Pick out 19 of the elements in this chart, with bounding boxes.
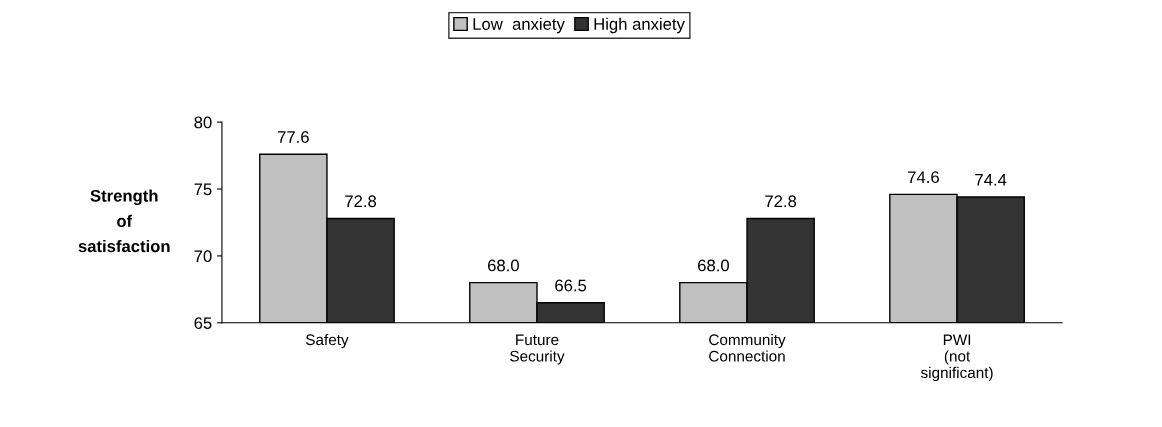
y-axis-title: Strength of satisfaction: [78, 189, 170, 253]
data-label: 77.6: [277, 131, 309, 143]
y-tick-label: 70: [194, 250, 212, 263]
data-label: 68.0: [698, 259, 729, 272]
legend-label: Low anxiety: [473, 17, 565, 34]
y-tick-label: 65: [194, 317, 212, 330]
data-label: 72.8: [345, 195, 377, 208]
data-label: 74.4: [975, 174, 1007, 186]
x-tick-label: PWI (not significant): [920, 334, 993, 382]
data-label: 66.5: [555, 279, 587, 292]
data-label: 74.6: [908, 171, 939, 184]
x-tick-label: Community Connection: [709, 333, 786, 362]
legend-label: High anxiety: [594, 17, 685, 34]
x-tick-label: Safety: [306, 333, 349, 349]
data-label: 72.8: [765, 195, 797, 208]
y-tick-label: 80: [194, 116, 212, 129]
data-label: 68.0: [488, 259, 519, 272]
y-tick-label: 75: [194, 183, 212, 196]
x-tick-label: Future Security: [510, 334, 565, 365]
